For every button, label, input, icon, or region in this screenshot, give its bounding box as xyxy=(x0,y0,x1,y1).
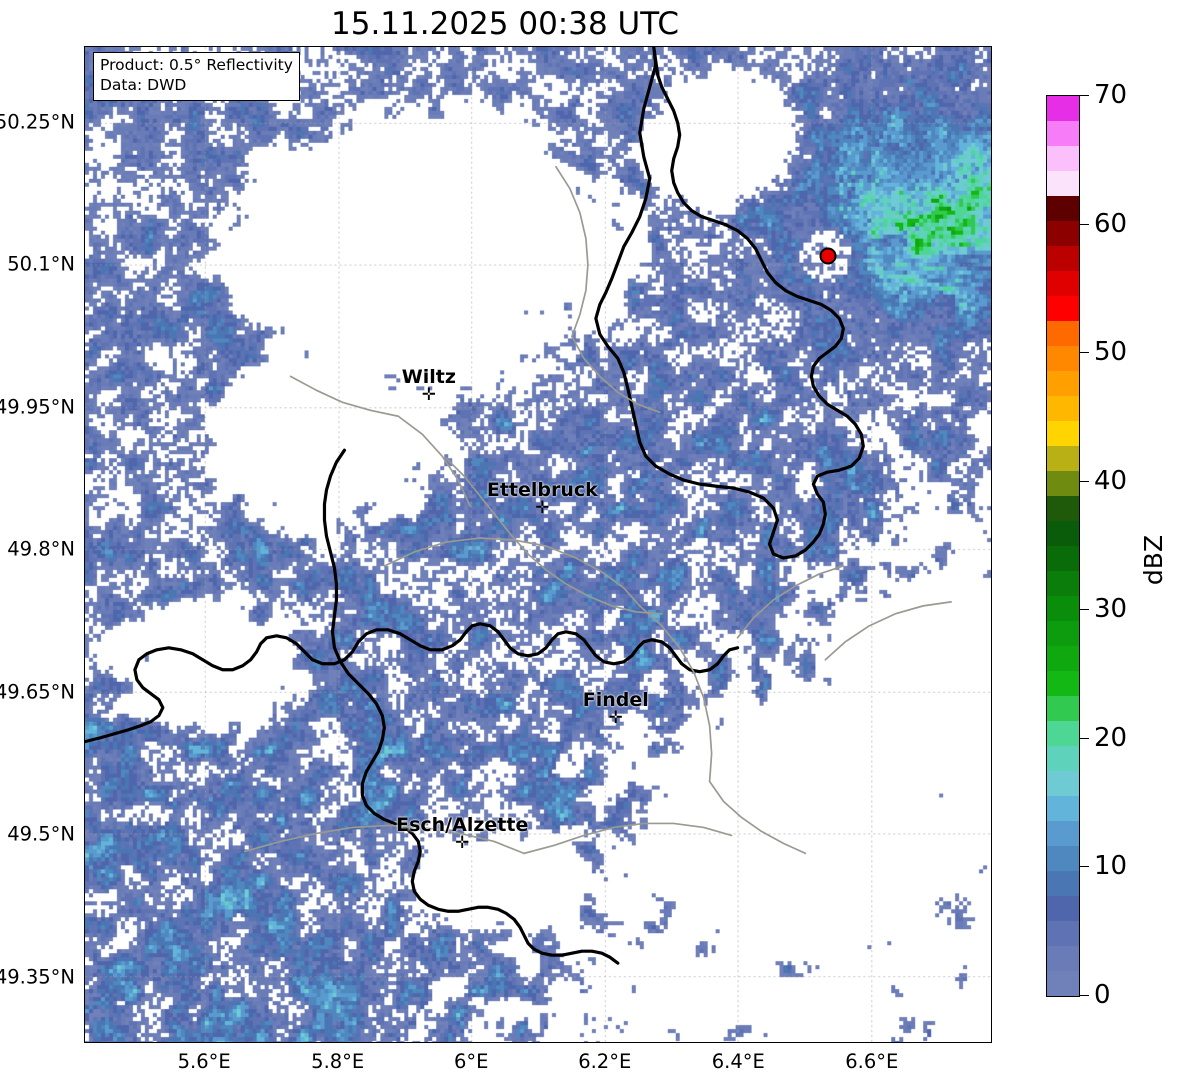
colorbar-segment xyxy=(1047,746,1079,771)
radar-station-marker[interactable] xyxy=(819,247,837,265)
map-overlay-vectors xyxy=(85,47,952,965)
colorbar-segment xyxy=(1047,371,1079,396)
colorbar-segment xyxy=(1047,96,1079,121)
colorbar-tick-mark xyxy=(1080,480,1089,482)
colorbar-segment xyxy=(1047,871,1079,896)
product-line: Product: 0.5° Reflectivity xyxy=(100,56,293,74)
luxembourg-border-south xyxy=(85,622,740,744)
colorbar-tick-label: 10 xyxy=(1094,851,1128,882)
colorbar-segment xyxy=(1047,221,1079,246)
colorbar-tick-mark xyxy=(1080,866,1089,868)
latitude-tick-label: 50.25°N xyxy=(0,110,75,134)
road-or-river-line-4 xyxy=(638,605,713,783)
colorbar-segment xyxy=(1047,146,1079,171)
colorbar-segment xyxy=(1047,396,1079,421)
longitude-tick-label: 5.6°E xyxy=(177,1050,231,1073)
road-or-river-line-10 xyxy=(289,375,400,418)
colorbar-segment xyxy=(1047,646,1079,671)
page-title: 15.11.2025 00:38 UTC xyxy=(331,6,679,42)
colorbar-segment xyxy=(1047,921,1079,946)
colorbar-segment xyxy=(1047,421,1079,446)
colorbar-segment xyxy=(1047,571,1079,596)
dbz-colorbar[interactable] xyxy=(1046,95,1080,997)
road-or-river-line-7 xyxy=(571,335,661,414)
latitude-tick-label: 49.65°N xyxy=(0,680,75,704)
longitude-tick-label: 6.4°E xyxy=(711,1050,765,1073)
colorbar-segment xyxy=(1047,721,1079,746)
radar-plot-area[interactable]: Wiltz ✛ Ettelbruck ✛ Findel ✛ Esch/Alzette ✛ xyxy=(84,46,992,1043)
colorbar-tick-mark xyxy=(1080,609,1089,611)
colorbar-tick-label: 50 xyxy=(1094,337,1128,368)
product-info-box: Product: 0.5° Reflectivity Data: DWD xyxy=(93,52,300,101)
longitude-tick-label: 5.8°E xyxy=(311,1050,365,1073)
colorbar-segment xyxy=(1047,121,1079,146)
colorbar-segment xyxy=(1047,771,1079,796)
colorbar-tick-label: 70 xyxy=(1094,80,1128,110)
longitude-tick-label: 6°E xyxy=(453,1050,489,1073)
colorbar-segment xyxy=(1047,696,1079,721)
colorbar-title: dBZ xyxy=(1139,534,1168,586)
colorbar-segment xyxy=(1047,246,1079,271)
latitude-tick-label: 49.35°N xyxy=(0,965,75,989)
latitude-tick-label: 49.95°N xyxy=(0,395,75,419)
colorbar-tick-mark xyxy=(1080,737,1089,739)
colorbar-segment xyxy=(1047,671,1079,696)
road-or-river-line-5 xyxy=(708,780,807,855)
longitude-tick-label: 6.6°E xyxy=(845,1050,899,1073)
colorbar-segment xyxy=(1047,321,1079,346)
road-or-river-line-0 xyxy=(383,537,641,607)
latitude-tick-label: 49.5°N xyxy=(7,822,75,846)
colorbar-segment xyxy=(1047,446,1079,471)
road-or-river-line-6 xyxy=(555,165,589,338)
colorbar-segment xyxy=(1047,196,1079,221)
colorbar-segment xyxy=(1047,821,1079,846)
luxembourg-border xyxy=(594,47,865,560)
colorbar-tick-label: 30 xyxy=(1094,594,1128,625)
latitude-tick-label: 49.8°N xyxy=(7,537,75,561)
road-or-river-line-2 xyxy=(243,824,525,855)
road-or-river-line-8 xyxy=(736,565,845,639)
road-or-river-line-9 xyxy=(824,601,952,661)
colorbar-tick-label: 60 xyxy=(1094,208,1128,239)
colorbar-segment xyxy=(1047,596,1079,621)
road-or-river-line-3 xyxy=(523,822,733,855)
colorbar-segment xyxy=(1047,971,1079,996)
colorbar-tick-label: 20 xyxy=(1094,722,1128,753)
colorbar-segment xyxy=(1047,546,1079,571)
colorbar-segment xyxy=(1047,496,1079,521)
colorbar-segment xyxy=(1047,946,1079,971)
luxembourg-border-west xyxy=(322,448,620,965)
colorbar-segment xyxy=(1047,346,1079,371)
colorbar-segment xyxy=(1047,796,1079,821)
colorbar-tick-label: 0 xyxy=(1094,980,1111,1010)
colorbar-tick-mark xyxy=(1080,352,1089,354)
colorbar-segment xyxy=(1047,271,1079,296)
colorbar-segment xyxy=(1047,846,1079,871)
data-source-line: Data: DWD xyxy=(100,75,187,94)
road-or-river-line-11 xyxy=(397,415,471,507)
colorbar-segment xyxy=(1047,521,1079,546)
colorbar-segment xyxy=(1047,171,1079,196)
colorbar-segment xyxy=(1047,621,1079,646)
colorbar-tick-mark xyxy=(1080,995,1089,996)
colorbar-tick-mark xyxy=(1080,95,1089,96)
colorbar-tick-mark xyxy=(1080,223,1089,225)
road-or-river-line-1 xyxy=(445,457,663,615)
colorbar-segment xyxy=(1047,896,1079,921)
colorbar-segment xyxy=(1047,471,1079,496)
longitude-tick-label: 6.2°E xyxy=(578,1050,632,1073)
colorbar-segment xyxy=(1047,296,1079,321)
latitude-tick-label: 50.1°N xyxy=(7,252,75,276)
colorbar-tick-label: 40 xyxy=(1094,465,1128,496)
